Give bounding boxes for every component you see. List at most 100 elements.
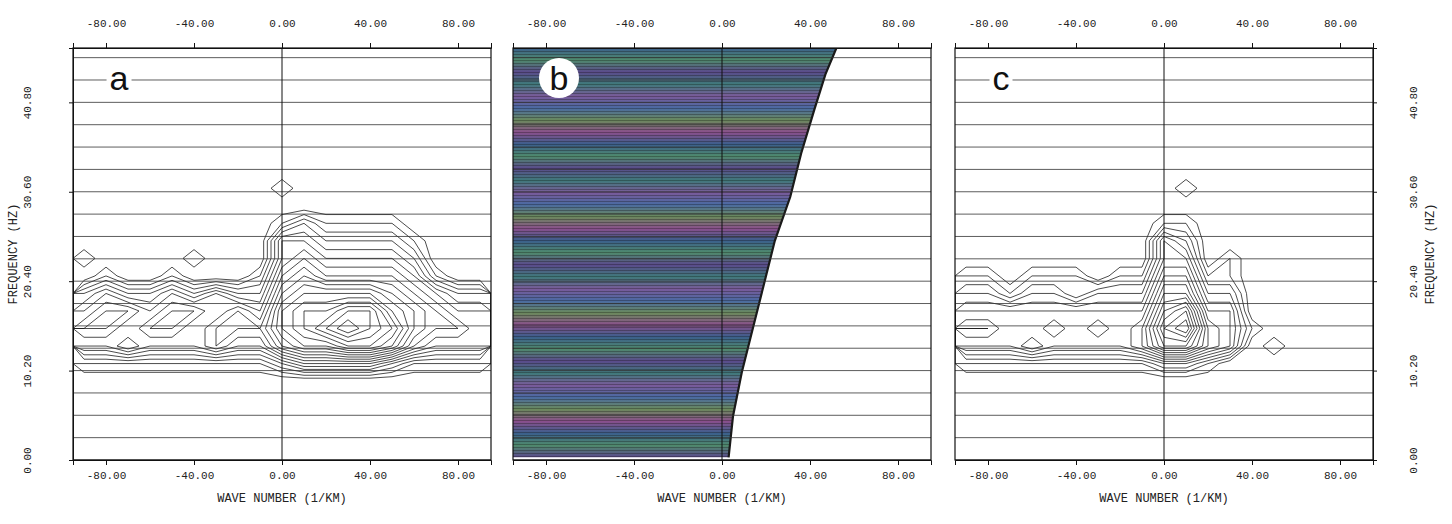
tick: 80.00 bbox=[442, 460, 475, 482]
tick-label: 0.00 bbox=[1408, 447, 1420, 473]
tick-mark bbox=[546, 460, 547, 465]
plot-frame bbox=[513, 48, 931, 460]
tick-label: 10.20 bbox=[22, 355, 34, 388]
contour bbox=[73, 250, 469, 362]
contour bbox=[326, 311, 370, 337]
axis-line bbox=[1374, 49, 1378, 461]
tick: -80.00 bbox=[527, 460, 567, 482]
contour bbox=[955, 276, 1208, 355]
tick-label: 80.00 bbox=[882, 470, 915, 482]
boundary-line bbox=[729, 48, 837, 457]
tick-mark bbox=[810, 460, 811, 465]
tick: 0.00 bbox=[1373, 447, 1420, 473]
tick: -80.00 bbox=[527, 18, 567, 48]
contour bbox=[1149, 293, 1202, 350]
panel: -80.00-40.000.0040.0080.00-80.00-40.000.… bbox=[7, 18, 492, 506]
tick: 80.00 bbox=[442, 18, 475, 48]
contour bbox=[266, 267, 426, 357]
tick-mark bbox=[282, 43, 283, 48]
axis-title: WAVE NUMBER (1/KM) bbox=[657, 492, 787, 506]
panel-letter: c bbox=[993, 59, 1010, 97]
tick-label: -80.00 bbox=[969, 18, 1009, 30]
axis-line bbox=[514, 43, 932, 49]
tick: 40.80 bbox=[22, 86, 73, 119]
tick-label: 30.60 bbox=[22, 176, 34, 209]
tick-label: 0.00 bbox=[22, 447, 34, 473]
plot-area bbox=[955, 179, 1285, 376]
panel-letter-group: a bbox=[107, 59, 132, 97]
tick-mark bbox=[370, 43, 371, 48]
axis: -80.00-40.000.0040.0080.00 bbox=[514, 460, 932, 482]
contour bbox=[955, 223, 1252, 372]
tick-label: 40.00 bbox=[354, 470, 387, 482]
axis-title: FREQUENCY (HZ) bbox=[1424, 204, 1438, 305]
tick-mark bbox=[634, 43, 635, 48]
tick: 10.20 bbox=[1373, 355, 1420, 388]
contour bbox=[1153, 298, 1200, 348]
panel-letter-group: b bbox=[539, 58, 579, 98]
tick-mark bbox=[898, 43, 899, 48]
tick: 20.40 bbox=[22, 265, 73, 298]
contour bbox=[271, 276, 414, 355]
tick: 0.00 bbox=[269, 460, 295, 482]
tick: 40.80 bbox=[1373, 86, 1420, 119]
contour bbox=[293, 298, 398, 348]
tick-mark bbox=[1373, 281, 1377, 282]
tick: 0.00 bbox=[1151, 18, 1177, 48]
tick-mark bbox=[1076, 460, 1077, 465]
axis: -80.00-40.000.0040.0080.00 bbox=[956, 18, 1374, 49]
contour bbox=[73, 258, 458, 359]
contour bbox=[304, 302, 392, 346]
plot-frame bbox=[73, 48, 491, 460]
letter-badge bbox=[539, 58, 579, 98]
panel-letter: a bbox=[110, 59, 129, 97]
plot-frame bbox=[955, 48, 1373, 460]
contour bbox=[282, 293, 403, 350]
contour bbox=[955, 228, 1247, 368]
tick-mark bbox=[1373, 371, 1377, 372]
tick-label: 20.40 bbox=[1408, 265, 1420, 298]
tick-mark bbox=[282, 460, 283, 465]
tick-mark bbox=[988, 460, 989, 465]
tick-label: 0.00 bbox=[1151, 18, 1177, 30]
tick: -80.00 bbox=[87, 18, 127, 48]
tick-mark bbox=[1340, 460, 1341, 465]
axis: -80.00-40.000.0040.0080.00 bbox=[514, 18, 932, 49]
contour bbox=[315, 307, 381, 342]
tick-mark bbox=[458, 460, 459, 465]
tick-mark bbox=[106, 43, 107, 48]
tick-label: 40.00 bbox=[1236, 18, 1269, 30]
grid bbox=[955, 48, 1373, 460]
tick: -40.00 bbox=[615, 460, 655, 482]
tick: 0.00 bbox=[269, 18, 295, 48]
panel-letter: b bbox=[550, 59, 569, 97]
tick-mark bbox=[194, 43, 195, 48]
tick: -80.00 bbox=[969, 460, 1009, 482]
tick-mark bbox=[69, 281, 73, 282]
tick-label: -40.00 bbox=[1057, 18, 1097, 30]
tick: 30.60 bbox=[22, 176, 73, 209]
tick-mark bbox=[898, 460, 899, 465]
panel-letter-group: c bbox=[990, 59, 1013, 97]
tick-mark bbox=[69, 192, 73, 193]
tick: 0.00 bbox=[22, 447, 73, 473]
tick-mark bbox=[106, 460, 107, 465]
tick-mark bbox=[634, 460, 635, 465]
tick-mark bbox=[458, 43, 459, 48]
tick-mark bbox=[1252, 460, 1253, 465]
contour bbox=[955, 236, 1236, 361]
tick-mark bbox=[722, 43, 723, 48]
tick-label: 0.00 bbox=[709, 470, 735, 482]
tick: -80.00 bbox=[969, 18, 1009, 48]
plot-area bbox=[513, 48, 836, 457]
tick-label: -80.00 bbox=[527, 18, 567, 30]
contour bbox=[337, 320, 359, 333]
tick-label: -80.00 bbox=[87, 470, 127, 482]
tick: 40.00 bbox=[1236, 18, 1269, 48]
contour bbox=[1160, 307, 1194, 342]
muted-region bbox=[513, 48, 836, 457]
tick: 40.00 bbox=[354, 460, 387, 482]
contour bbox=[955, 179, 1285, 376]
reference-line bbox=[722, 48, 723, 460]
tick: 80.00 bbox=[1324, 460, 1357, 482]
